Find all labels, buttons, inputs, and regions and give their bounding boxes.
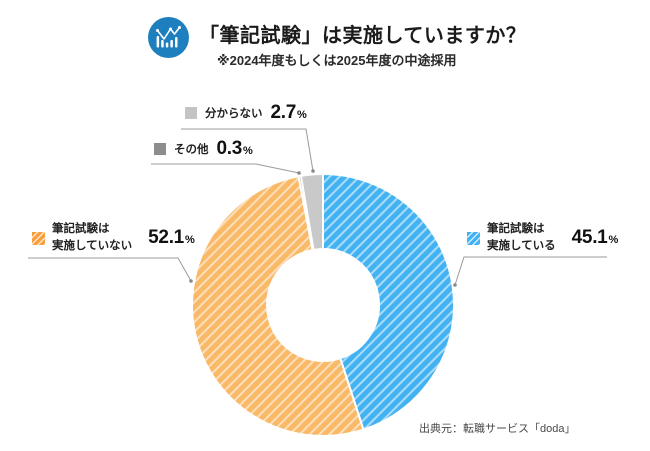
donut-slice (299, 173, 324, 251)
value-unit: % (608, 234, 619, 246)
leader-dot (311, 169, 315, 173)
label-line1: 筆記試験は (487, 223, 545, 235)
value-number: 52.1 (148, 227, 184, 248)
label-other-text: その他 (174, 144, 209, 156)
leader-line (181, 128, 314, 172)
leader-dot (453, 283, 457, 287)
page-subtitle: ※2024年度もしくは2025年度の中途採用 (217, 53, 457, 68)
combo-chart-icon (148, 17, 189, 58)
value-number: 0.3 (216, 138, 243, 159)
label-dont-know: 分からない 2.7% (185, 101, 307, 125)
value-number: 45.1 (571, 227, 608, 248)
label-line2: 実施している (487, 240, 556, 252)
label-line2: 実施していない (52, 240, 133, 252)
legend-swatch-other (154, 143, 166, 155)
label-not-implemented-value: 52.1% (148, 227, 195, 249)
label-not-implemented-text: 筆記試験は 実施していない (52, 221, 132, 255)
donut-slice-hatch (323, 174, 455, 430)
legend-swatch-implemented (467, 231, 480, 245)
leader-lines (28, 128, 607, 287)
label-dont-know-value: 2.7% (271, 102, 307, 124)
label-implemented-text: 筆記試験は 実施している (487, 221, 556, 255)
label-other: その他 0.3% (154, 137, 253, 161)
legend-swatch-dont-know (185, 107, 197, 119)
value-unit: % (184, 234, 195, 246)
leader-line (454, 256, 607, 286)
label-line1: 筆記試験は (52, 223, 110, 235)
label-not-implemented: 筆記試験は 実施していない 52.1% (32, 221, 195, 255)
donut-slice-hatch (192, 176, 364, 436)
leader-line (28, 257, 192, 282)
leader-dot (189, 279, 193, 283)
leader-line (151, 163, 300, 174)
label-other-value: 0.3% (217, 138, 253, 160)
label-implemented: 筆記試験は 実施している 45.1% (467, 221, 618, 255)
value-unit: % (297, 109, 307, 121)
source-credit: 出典元：転職サービス「doda」 (419, 423, 576, 435)
legend-swatch-not-implemented (32, 231, 45, 245)
leader-dot (297, 171, 301, 175)
label-implemented-value: 45.1% (572, 227, 619, 249)
value-unit: % (243, 145, 253, 157)
label-dont-know-text: 分からない (205, 108, 263, 120)
value-number: 2.7 (270, 102, 297, 123)
page-title: 「筆記試験」は実施していますか？ (199, 25, 527, 47)
donut-slices (191, 173, 455, 437)
